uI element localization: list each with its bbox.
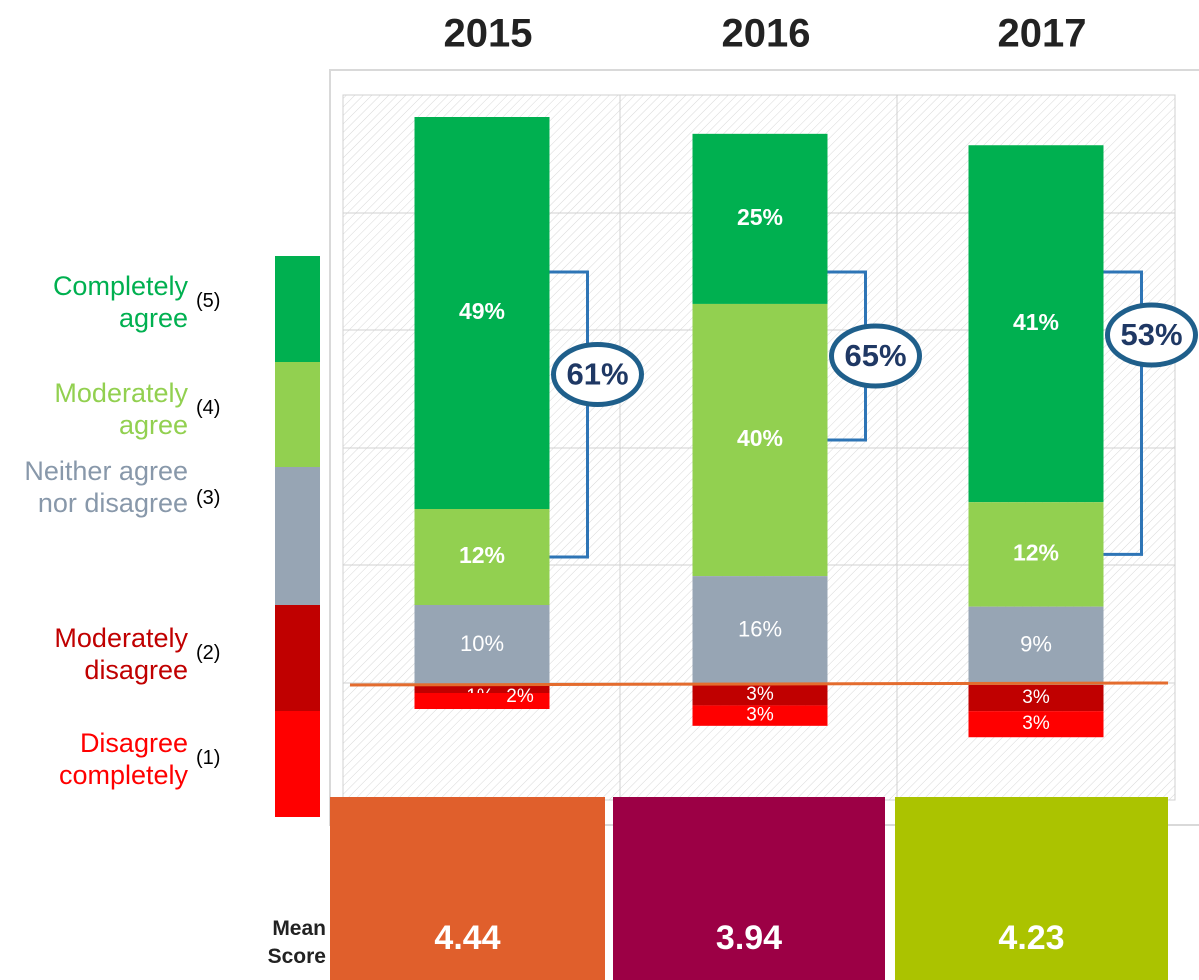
bar-segment [414,605,550,685]
bar-segment [692,685,828,706]
value-label: 12% [1013,539,1059,565]
value-label: 49% [459,298,505,324]
mean-score-value: 4.23 [998,919,1064,957]
bar-segment [692,576,828,685]
value-label: 40% [737,425,783,451]
value-label: 3% [746,684,774,705]
value-label: 3% [1022,687,1050,708]
value-label: 9% [1020,632,1052,657]
top-two-box-label: 61% [566,357,628,392]
legend-code: (5) [196,290,221,312]
top-two-box-label: 53% [1120,317,1182,352]
value-label: 41% [1013,309,1059,335]
top-two-box-label: 65% [844,338,906,373]
legend-label: Neither agree nor disagree [24,456,188,518]
bar-segment [414,685,550,693]
value-label: 25% [737,204,783,230]
legend-swatch [275,362,320,467]
mean-score-box [895,797,1168,980]
value-label: 16% [738,616,782,641]
legend-swatch [275,711,320,817]
value-label: 2% [506,686,534,707]
year-header: 2016 [722,12,811,56]
bar-segment [968,502,1104,607]
bar-segment [414,117,550,509]
mean-score-box [613,797,885,980]
mean-score-box [330,797,605,980]
bar-segment [414,693,550,709]
legend-code: (3) [196,487,221,509]
legend-label: Disagree completely [58,728,188,790]
top-two-box-badge [551,342,644,407]
value-label: 12% [459,542,505,568]
legend-code: (4) [196,397,221,419]
legend-code: (1) [196,747,221,769]
value-label: 10% [460,631,504,656]
bar-segment [968,685,1104,712]
mean-score-value: 3.94 [716,919,782,957]
bar-segment [968,711,1104,738]
bar-segment [968,606,1104,685]
legend-swatch [275,467,320,605]
mean-score-label: Mean Score [267,917,326,968]
bar-segment [692,133,828,304]
legend-swatch [275,256,320,362]
legend-swatch [275,605,320,711]
bar-segment [968,145,1104,503]
bar-segment [414,509,550,605]
legend-label: Completely agree [52,271,188,333]
value-label: 3% [746,705,774,726]
year-header: 2015 [444,12,533,56]
top-two-box-badge [829,323,922,389]
legend-label: Moderately agree [54,378,188,440]
legend-code: (2) [196,642,221,664]
bar-segment [692,705,828,726]
bracket [1103,270,1143,556]
bracket [549,270,589,559]
year-header: 2017 [998,12,1087,56]
bar-segment [692,303,828,577]
baseline [349,681,1169,687]
top-two-box-badge [1105,302,1198,368]
legend-label: Moderately disagree [54,623,188,685]
value-label: 3% [1022,713,1050,734]
mean-score-value: 4.44 [434,919,500,957]
